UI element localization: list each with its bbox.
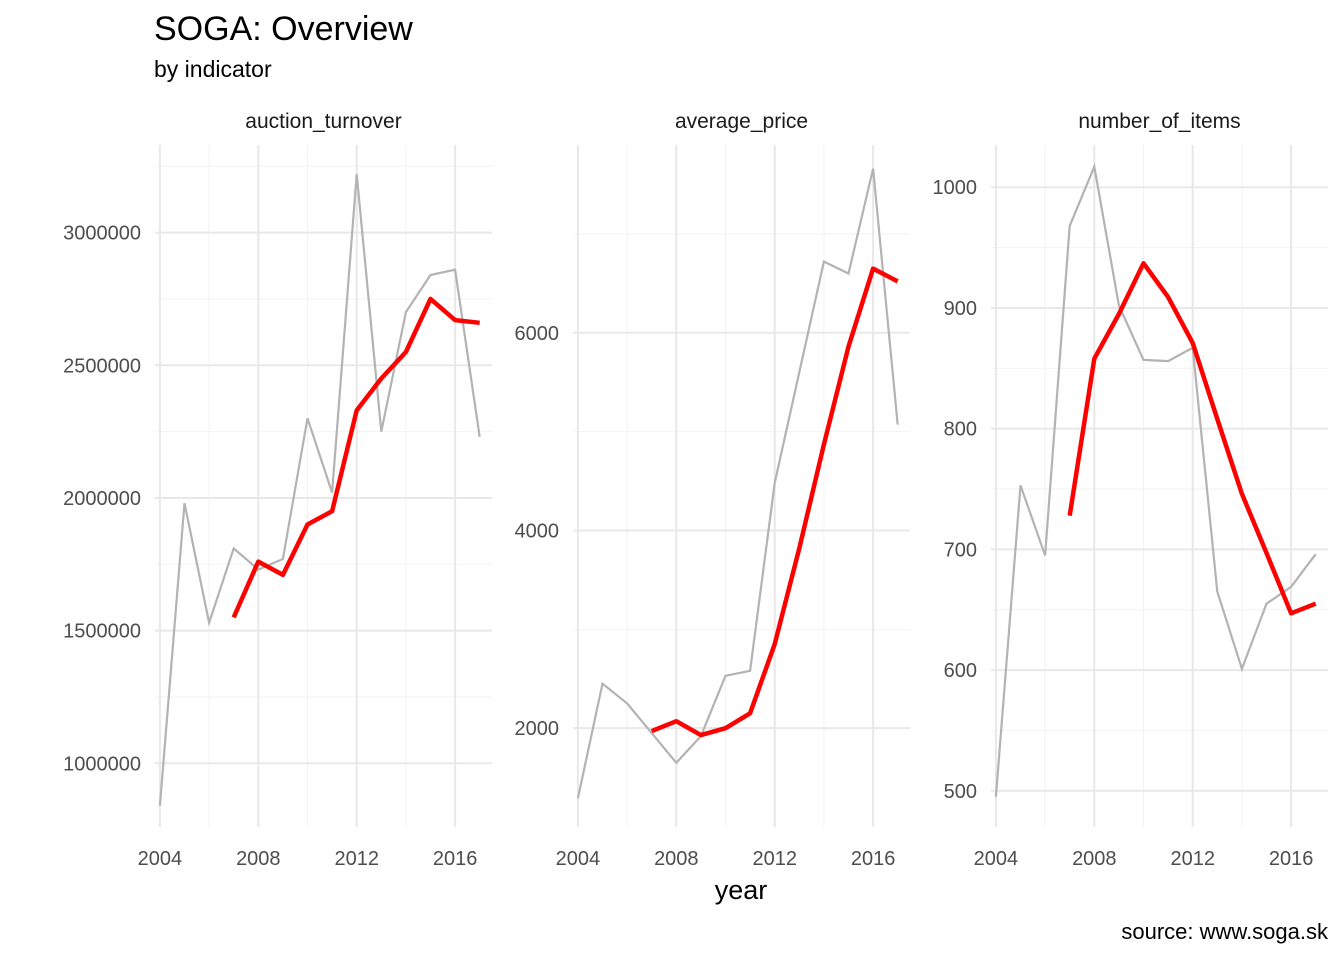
trend-line (1067, 261, 1317, 616)
raw-line (158, 174, 481, 806)
x-tick-label: 2012 (752, 848, 797, 870)
x-tick-label: 2008 (1072, 848, 1117, 870)
panel-average_price: average_price 2004 2008 2012 2016 2000 4000 600… (515, 110, 910, 870)
x-tick-label: 2016 (1269, 848, 1314, 870)
x-axis-title: year (715, 875, 768, 905)
x-tick-label: 2004 (974, 848, 1019, 870)
panel-number_of_items: number_of_items 2004 2008 2012 2016 500 600 700… (933, 110, 1328, 870)
x-tick-label: 2012 (1170, 848, 1215, 870)
y-tick-label: 4000 (515, 520, 560, 542)
y-tick-label: 700 (944, 539, 977, 561)
y-tick-label: 2000 (515, 718, 560, 740)
raw-line (994, 162, 1317, 797)
y-tick-label: 1500000 (63, 621, 141, 643)
panels: auction_turnover 2004 2008 2012 2016 1000000 1… (63, 110, 1328, 870)
x-tick-label: 2004 (138, 848, 183, 870)
x-tick-label: 2004 (556, 848, 601, 870)
chart-subtitle: by indicator (154, 56, 272, 82)
x-tick-label: 2008 (654, 848, 699, 870)
trend-line (231, 296, 480, 619)
y-tick-label: 900 (944, 298, 977, 320)
trend-line (650, 266, 899, 738)
y-tick-label: 2000000 (63, 488, 141, 510)
y-tick-label: 1000 (933, 177, 978, 199)
x-tick-label: 2016 (433, 848, 478, 870)
x-tick-label: 2008 (236, 848, 281, 870)
y-tick-label: 2500000 (63, 355, 141, 377)
panel-auction_turnover: auction_turnover 2004 2008 2012 2016 1000000 1… (63, 110, 492, 870)
x-tick-label: 2016 (851, 848, 896, 870)
y-tick-label: 3000000 (63, 223, 141, 245)
chart-title: SOGA: Overview (154, 10, 413, 48)
y-tick-label: 800 (944, 419, 977, 441)
panel-strip-title: average_price (675, 110, 808, 133)
y-tick-label: 1000000 (63, 753, 141, 775)
chart-caption: source: www.soga.sk (1121, 919, 1329, 944)
x-tick-label: 2012 (334, 848, 379, 870)
y-tick-label: 6000 (515, 323, 560, 345)
panel-strip-title: number_of_items (1078, 110, 1240, 133)
raw-line (576, 168, 899, 799)
y-tick-label: 500 (944, 781, 977, 803)
y-tick-label: 600 (944, 660, 977, 682)
panel-strip-title: auction_turnover (245, 110, 401, 133)
